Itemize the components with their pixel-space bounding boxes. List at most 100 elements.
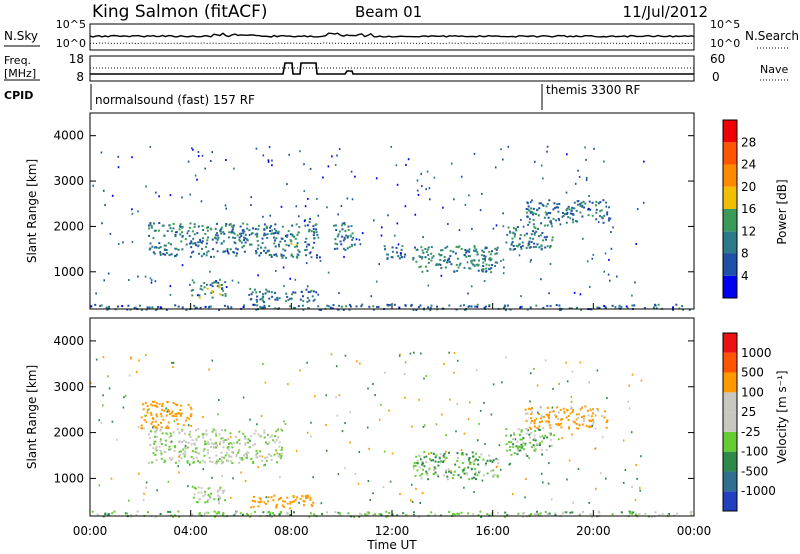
power-cell-0 xyxy=(234,237,237,239)
power-cell-7 xyxy=(476,251,479,254)
power-cell-scatter xyxy=(149,277,152,280)
power-cell-scatter xyxy=(289,277,291,280)
power-cell-10 xyxy=(140,308,143,311)
power-cell-0 xyxy=(220,242,223,245)
power-cell-0 xyxy=(213,255,216,258)
power-cell-10 xyxy=(340,305,343,308)
power-cell-10 xyxy=(655,307,658,310)
velocity-cell-scatter xyxy=(266,434,269,436)
power-cell-8 xyxy=(511,241,514,244)
power-cell-5 xyxy=(306,300,309,303)
velocity-cell-4 xyxy=(418,454,420,457)
power-cell-7 xyxy=(480,254,483,257)
power-cell-scatter xyxy=(337,213,339,216)
velocity-cell-0 xyxy=(240,458,243,461)
velocity-cell-2 xyxy=(193,493,196,496)
velocity-cell-scatter xyxy=(178,450,181,453)
velocity-cell-scatter xyxy=(415,487,417,490)
power-cell-9 xyxy=(547,216,550,219)
velocity-cell-0 xyxy=(154,431,157,434)
power-cell-0 xyxy=(263,232,266,235)
velocity-cell-1 xyxy=(144,402,147,405)
power-cell-scatter xyxy=(579,293,582,296)
velocity-cell-7 xyxy=(631,512,633,515)
velocity-cell-6 xyxy=(583,417,586,420)
velocity-cell-scatter xyxy=(344,422,346,425)
velocity-cell-6 xyxy=(568,427,571,430)
velocity-cell-0 xyxy=(224,429,227,432)
velocity-cell-0 xyxy=(269,436,272,438)
power-cell-scatter xyxy=(306,285,309,288)
power-cell-scatter xyxy=(308,243,310,246)
power-cell-1 xyxy=(281,256,284,259)
velocity-cell-scatter xyxy=(601,436,604,439)
velocity-cell-6 xyxy=(542,416,545,418)
power-cell-8 xyxy=(546,224,549,227)
power-cell-0 xyxy=(238,239,241,241)
velocity-cell-scatter xyxy=(501,381,503,384)
velocity-cell-0 xyxy=(163,461,166,464)
power-cell-10 xyxy=(459,304,462,307)
colorbar-swatch xyxy=(723,471,737,492)
power-cell-scatter xyxy=(518,254,521,257)
velocity-cell-0 xyxy=(195,438,198,441)
velocity-cell-5 xyxy=(516,447,519,450)
power-cell-scatter xyxy=(549,263,552,265)
power-cell-5 xyxy=(312,299,315,302)
power-cell-scatter xyxy=(428,187,431,190)
power-cell-7 xyxy=(457,246,460,249)
velocity-cell-4 xyxy=(476,474,479,477)
power-cell-7 xyxy=(438,253,441,256)
velocity-cell-scatter xyxy=(229,496,232,499)
velocity-cell-scatter xyxy=(261,455,264,458)
velocity-cell-0 xyxy=(159,428,162,431)
velocity-cell-6 xyxy=(576,427,579,430)
power-cell-6 xyxy=(391,250,394,253)
power-cell-0 xyxy=(177,248,180,251)
velocity-cell-5 xyxy=(524,443,527,446)
velocity-cell-0 xyxy=(265,441,267,444)
velocity-cell-scatter xyxy=(622,439,625,442)
power-cell-4 xyxy=(211,285,214,288)
velocity-cell-7 xyxy=(214,515,216,518)
power-cell-scatter xyxy=(520,295,522,298)
velocity-cell-4 xyxy=(422,468,425,471)
velocity-cell-scatter xyxy=(411,483,413,486)
velocity-cell-7 xyxy=(380,513,383,516)
velocity-data xyxy=(90,351,693,518)
noise-left-tick-top: 10^5 xyxy=(56,18,86,31)
power-cell-scatter xyxy=(159,251,161,254)
velocity-cell-6 xyxy=(567,419,570,421)
power-cell-scatter xyxy=(421,185,423,187)
velocity-cell-scatter xyxy=(463,486,465,489)
power-cell-10 xyxy=(625,305,628,308)
velocity-cell-3 xyxy=(267,500,270,503)
velocity-cell-1 xyxy=(147,408,150,411)
power-cell-0 xyxy=(266,236,269,239)
velocity-cell-scatter xyxy=(172,366,174,368)
velocity-cell-scatter xyxy=(310,435,312,438)
power-cell-7 xyxy=(450,263,453,266)
power-cell-5 xyxy=(258,290,261,293)
power-cell-9 xyxy=(555,219,557,222)
power-cell-0 xyxy=(190,240,193,243)
velocity-cell-0 xyxy=(244,435,247,438)
velocity-cell-4 xyxy=(458,466,461,469)
velocity-cell-0 xyxy=(260,434,263,437)
velocity-cell-7 xyxy=(360,513,363,516)
power-cell-scatter xyxy=(317,236,320,239)
power-cell-7 xyxy=(468,248,471,251)
power-cell-0 xyxy=(185,243,188,246)
power-cell-5 xyxy=(299,298,302,301)
velocity-cell-6 xyxy=(586,409,589,412)
velocity-cell-0 xyxy=(271,434,273,437)
velocity-cell-scatter xyxy=(367,387,369,390)
velocity-cell-5 xyxy=(505,443,508,446)
power-cell-7 xyxy=(494,252,497,255)
power-cell-0 xyxy=(207,226,209,229)
velocity-cell-7 xyxy=(658,514,661,517)
velocity-cell-scatter xyxy=(411,425,413,428)
power-cell-0 xyxy=(223,232,226,235)
velocity-cell-7 xyxy=(457,512,460,515)
power-cell-0 xyxy=(217,236,220,239)
